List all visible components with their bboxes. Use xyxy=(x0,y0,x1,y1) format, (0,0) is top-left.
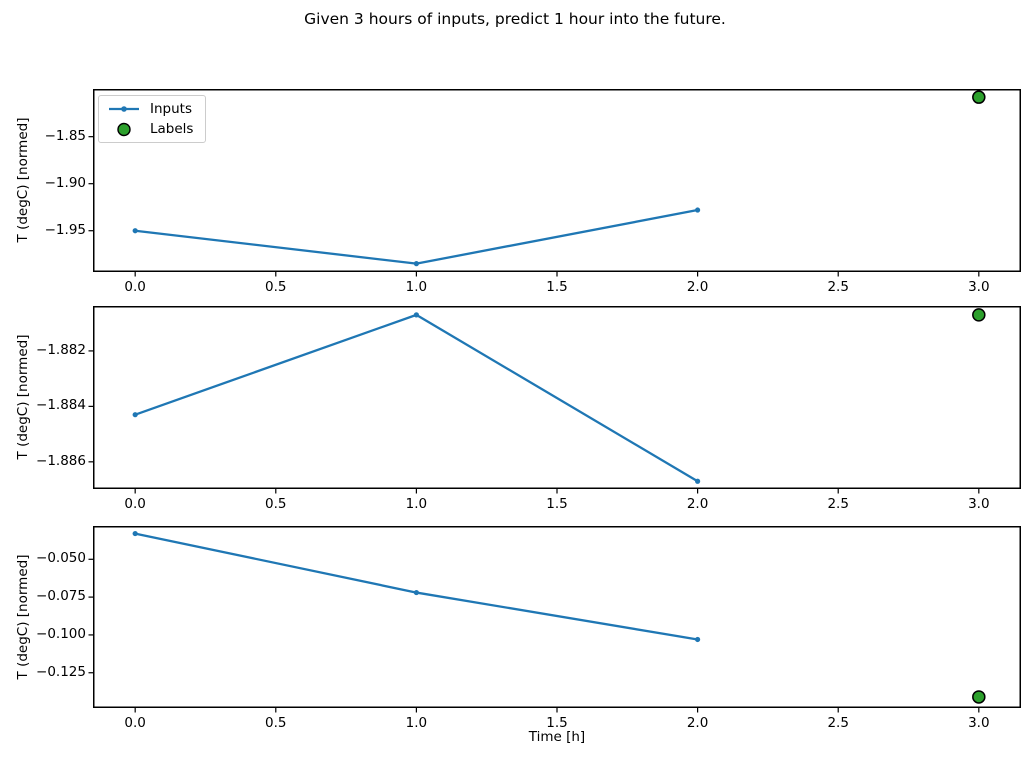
x-tick-label: 2.0 xyxy=(686,496,709,512)
inputs-line xyxy=(134,313,699,483)
y-tick-label: −1.886 xyxy=(36,452,86,469)
x-tick-label: 1.0 xyxy=(405,715,428,731)
y-tick-label: −0.050 xyxy=(36,550,86,567)
x-tick-label: 0.0 xyxy=(124,279,146,295)
x-tick-label: 2.0 xyxy=(686,715,709,731)
y-tick-label: −1.882 xyxy=(36,341,86,358)
inputs-marker xyxy=(413,312,419,318)
legend-label-labels: Labels xyxy=(150,121,194,137)
y-tick-label: −1.90 xyxy=(44,174,86,191)
subplot-bottom-canvas xyxy=(88,526,1021,713)
y-tick-label: −1.85 xyxy=(44,127,86,144)
inputs-marker xyxy=(413,589,419,596)
x-tick-label: 2.0 xyxy=(686,279,709,295)
legend-item-inputs: Inputs xyxy=(107,101,193,117)
y-tick-label: −0.125 xyxy=(36,663,86,680)
x-tick-label: 2.5 xyxy=(827,496,849,512)
subplot-top-canvas xyxy=(88,89,1021,277)
x-tick-label: 1.5 xyxy=(546,279,568,295)
y-tick-label: −0.075 xyxy=(36,588,86,605)
y-tick-label: −1.884 xyxy=(36,397,86,414)
inputs-line xyxy=(135,208,698,265)
labels-point xyxy=(972,90,986,104)
y-tick-label: −1.95 xyxy=(44,221,86,238)
inputs-marker xyxy=(132,228,138,234)
x-tick-label: 0.5 xyxy=(265,715,287,731)
x-tick-label: 0.0 xyxy=(124,715,146,731)
inputs-marker xyxy=(132,530,138,537)
inputs-marker xyxy=(132,412,138,418)
x-tick-label: 0.5 xyxy=(265,496,287,512)
subplot-middle-canvas xyxy=(88,306,1021,494)
x-tick-label: 2.5 xyxy=(827,279,849,295)
figure-title: Given 3 hours of inputs, predict 1 hour … xyxy=(304,10,726,28)
x-tick-label: 0.5 xyxy=(265,279,287,295)
x-tick-label: 1.0 xyxy=(405,279,428,295)
legend-item-labels: Labels xyxy=(107,121,193,137)
legend-label-inputs: Inputs xyxy=(150,101,192,117)
x-tick-label: 3.0 xyxy=(968,496,990,512)
x-tick-label: 1.0 xyxy=(405,496,428,512)
x-tick-label: 2.5 xyxy=(827,715,849,731)
inputs-marker xyxy=(413,261,419,267)
axes-frame xyxy=(93,306,1021,489)
labels-point xyxy=(972,690,986,704)
y-tick-label: −0.100 xyxy=(36,625,86,642)
labels-dot-icon xyxy=(117,122,131,136)
x-tick-label: 1.5 xyxy=(546,496,568,512)
x-axis-label: Time [h] xyxy=(528,729,586,745)
inputs-marker xyxy=(695,207,701,213)
x-tick-label: 1.5 xyxy=(546,715,568,731)
axes-frame xyxy=(93,526,1021,708)
x-tick-label: 3.0 xyxy=(968,279,990,295)
inputs-line-icon xyxy=(109,106,139,112)
labels-point xyxy=(972,308,986,322)
axes-frame xyxy=(93,89,1021,272)
inputs-line xyxy=(134,532,698,641)
x-tick-label: 3.0 xyxy=(968,715,990,731)
y-axis-label-bottom: T (degC) [normed] xyxy=(15,554,31,680)
inputs-marker xyxy=(695,478,701,484)
inputs-marker xyxy=(695,636,701,643)
legend: Inputs Labels xyxy=(98,95,207,143)
x-tick-label: 0.0 xyxy=(124,496,146,512)
